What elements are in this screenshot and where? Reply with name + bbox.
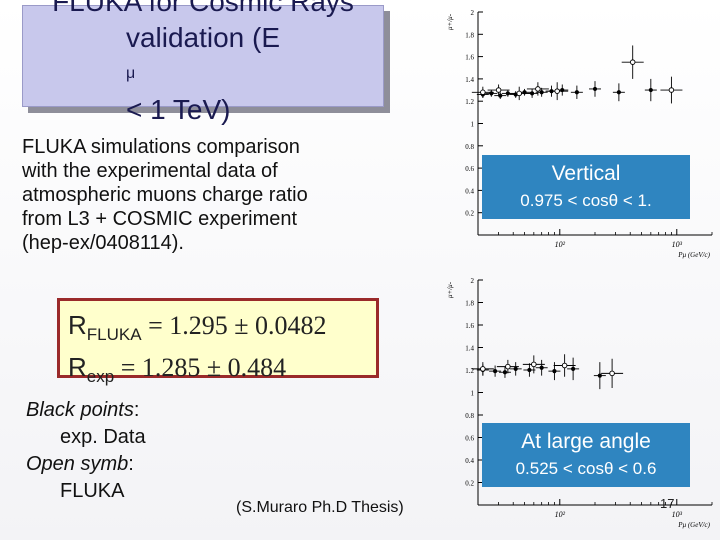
ratio-results-box: RFLUKA = 1.295 ± 0.0482 Rexp = 1.285 ± 0…	[57, 298, 379, 386]
legend-open-colon: :	[128, 453, 134, 475]
exp-data-point	[539, 365, 544, 370]
plot-vertical-svg: 0.2 0.4 0.6 0.8 1 1.2 1.4 1.6 1.8 2 10² 10³ μ+/μ- Pμ …	[446, 9, 713, 259]
page-number: 17	[660, 496, 675, 511]
x-tick-label: 10²	[555, 510, 566, 519]
exp-data-point	[616, 90, 621, 95]
y-tick-label: 1.8	[465, 300, 474, 308]
x-axis-label: Pμ (GeV/c)	[677, 251, 710, 259]
vertical-label-title: Vertical	[551, 162, 621, 185]
title-line-1: FLUKA for Cosmic Rays	[52, 0, 354, 17]
intro-line: (hep-ex/0408114).	[22, 232, 184, 254]
exp-data-point	[648, 87, 653, 93]
legend-black-line: Black points:	[26, 397, 146, 424]
y-axis-label: μ+/μ-	[446, 281, 454, 298]
intro-line: atmospheric muons charge ratio	[22, 184, 308, 206]
intro-text: FLUKA simulations comparison with the ex…	[22, 135, 422, 255]
fluka-point	[505, 363, 511, 370]
intro-line: with the experimental data of	[22, 160, 278, 182]
exp-data-point	[539, 90, 544, 95]
legend-black-label: Black points	[26, 399, 134, 421]
y-tick-label: 1.6	[465, 322, 474, 330]
y-tick-label: 0.6	[465, 165, 474, 173]
legend-open-line: Open symb:	[26, 451, 146, 478]
r-fluka-symbol: R	[68, 310, 87, 340]
vertical-label-range: 0.975 < cosθ < 1.	[520, 191, 652, 210]
r-exp-value: = 1.285 ± 0.484	[114, 353, 287, 382]
intro-line: from L3 + COSMIC experiment	[22, 208, 298, 230]
exp-data-point	[571, 366, 576, 371]
title-mu-subscript: μ	[125, 65, 136, 82]
marker-legend: Black points: exp. Data Open symb: FLUKA	[26, 397, 146, 505]
exp-data-point	[574, 90, 579, 95]
fluka-point	[531, 361, 537, 368]
exp-data-point	[498, 93, 503, 98]
fluka-point	[668, 87, 675, 93]
exp-data-point	[492, 369, 498, 374]
slide-title: FLUKA for Cosmic Rays validation (E μ < 1…	[22, 0, 384, 125]
y-tick-label: 0.4	[465, 457, 474, 465]
fluka-point	[480, 89, 486, 96]
plot-vertical: 0.2 0.4 0.6 0.8 1 1.2 1.4 1.6 1.8 2 10² 10³ μ+/μ- Pμ …	[420, 0, 720, 270]
plot-large-angle-svg: 0.2 0.4 0.6 0.8 1 1.2 1.4 1.6 1.8 2 10² 10³ μ+/μ- Pμ …	[446, 277, 713, 529]
fluka-point	[516, 90, 522, 97]
fluka-point	[535, 86, 541, 92]
y-tick-label: 2	[471, 277, 475, 285]
y-tick-label: 1.4	[465, 76, 474, 84]
r-exp-symbol: R	[68, 352, 87, 382]
y-tick-label: 1.2	[465, 98, 474, 106]
exp-data-point	[530, 91, 535, 96]
legend-open-label: Open symb	[26, 453, 129, 475]
large-angle-label-title: At large angle	[521, 430, 651, 453]
fluka-point	[561, 362, 568, 369]
y-axis-label: μ+/μ-	[446, 13, 454, 30]
y-tick-label: 1.8	[465, 31, 474, 39]
fluka-point	[495, 87, 502, 93]
exp-data-point	[597, 373, 602, 378]
fluka-point	[480, 366, 486, 372]
exp-data-point	[513, 366, 518, 371]
title-line-2-pre: validation (E	[125, 22, 281, 53]
fluka-point	[609, 370, 615, 377]
y-tick-label: 0.4	[465, 187, 474, 195]
vertical-label-box: Vertical 0.975 < cosθ < 1.	[482, 155, 690, 219]
y-tick-label: 0.6	[465, 435, 474, 443]
y-tick-label: 1	[471, 121, 475, 129]
title-line-2-post: < 1 TeV)	[125, 94, 231, 125]
r-exp-line: Rexp = 1.285 ± 0.484	[68, 351, 376, 393]
r-exp-subscript: exp	[86, 367, 115, 386]
y-tick-label: 1.4	[465, 345, 474, 353]
exp-data-point	[527, 367, 532, 373]
y-tick-label: 0.2	[465, 210, 474, 218]
x-axis-label: Pμ (GeV/c)	[677, 521, 710, 529]
y-tick-label: 1.6	[465, 54, 474, 62]
title-line-2: validation (E μ < 1 TeV)	[126, 20, 280, 128]
intro-line: FLUKA simulations comparison	[22, 136, 300, 158]
exp-data-point	[505, 91, 510, 96]
legend-black-text: exp. Data	[60, 426, 146, 448]
y-tick-label: 1	[471, 390, 475, 398]
r-fluka-value: = 1.295 ± 0.0482	[141, 311, 327, 340]
legend-black-colon: :	[133, 399, 140, 421]
exp-data-point	[502, 370, 508, 375]
y-tick-label: 0.2	[465, 480, 474, 488]
x-tick-label: 10²	[555, 240, 566, 249]
fluka-point	[554, 88, 560, 94]
y-tick-label: 1.2	[465, 367, 474, 375]
x-tick-label: 10³	[672, 510, 683, 519]
large-angle-label-box: At large angle 0.525 < cosθ < 0.6	[482, 423, 690, 487]
r-fluka-subscript: FLUKA	[86, 325, 142, 344]
y-tick-label: 2	[471, 9, 475, 17]
exp-data-point	[552, 369, 557, 374]
x-tick-label: 10³	[672, 240, 683, 249]
legend-open-text: FLUKA	[60, 480, 125, 502]
plot-large-angle: 0.2 0.4 0.6 0.8 1 1.2 1.4 1.6 1.8 2 10² 10³ μ+/μ- Pμ …	[420, 270, 720, 540]
y-tick-label: 0.8	[465, 143, 474, 151]
fluka-point	[629, 59, 636, 65]
citation: (S.Muraro Ph.D Thesis)	[236, 499, 404, 516]
r-fluka-line: RFLUKA = 1.295 ± 0.0482	[68, 309, 376, 351]
large-angle-label-range: 0.525 < cosθ < 0.6	[515, 459, 657, 478]
exp-data-point	[592, 86, 598, 92]
y-tick-label: 0.8	[465, 412, 474, 420]
